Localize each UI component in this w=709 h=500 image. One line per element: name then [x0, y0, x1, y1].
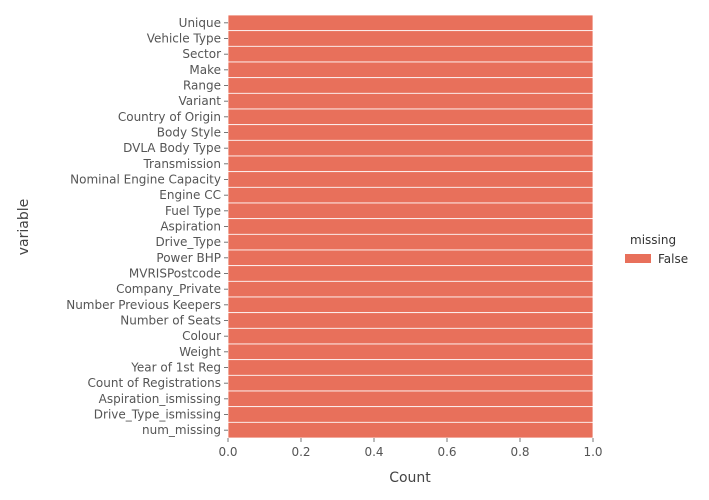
- bar: [227, 280, 594, 298]
- bar: [227, 186, 594, 204]
- y-tick-label: Company_Private: [116, 282, 221, 296]
- bar: [227, 312, 594, 329]
- legend-label: False: [658, 252, 688, 266]
- bar: [227, 124, 594, 141]
- legend-title: missing: [630, 233, 676, 247]
- x-tick-label: 0.2: [291, 445, 310, 459]
- x-tick-label: 0.4: [364, 445, 383, 459]
- x-tick-label: 1.0: [583, 445, 602, 459]
- y-tick-label: Body Style: [157, 126, 221, 140]
- y-tick-label: Unique: [179, 16, 221, 30]
- bar: [227, 406, 594, 423]
- bar: [227, 108, 594, 126]
- bar: [227, 155, 594, 173]
- y-tick-label: Make: [189, 63, 221, 77]
- x-tick-label: 0.8: [510, 445, 529, 459]
- y-tick-label: Count of Registrations: [88, 376, 221, 390]
- bar: [227, 359, 594, 376]
- y-axis-label: variable: [16, 199, 32, 255]
- bar: [227, 77, 594, 94]
- bar: [227, 61, 594, 79]
- bar: [227, 218, 594, 235]
- y-tick-label: MVRISPostcode: [129, 267, 221, 281]
- bar: [227, 30, 594, 47]
- x-axis-label: Count: [389, 470, 431, 486]
- y-tick-label: Drive_Type: [155, 235, 221, 249]
- y-tick-label: Aspiration: [160, 220, 221, 234]
- bar: [227, 327, 594, 345]
- bar: [227, 14, 594, 32]
- y-tick-label: Number Previous Keepers: [66, 298, 221, 312]
- y-tick-label: Engine CC: [159, 188, 221, 202]
- bar: [227, 343, 594, 361]
- y-tick-label: Vehicle Type: [147, 32, 221, 46]
- y-tick-label: Fuel Type: [165, 204, 221, 218]
- y-tick-label: Range: [183, 79, 221, 93]
- y-tick-label: Sector: [182, 47, 221, 61]
- y-tick-label: Transmission: [142, 157, 221, 171]
- y-tick-label: num_missing: [142, 423, 221, 437]
- bar: [227, 92, 594, 110]
- bar: [227, 45, 594, 63]
- bar: [227, 249, 594, 267]
- y-tick-label: Colour: [182, 329, 221, 343]
- legend-swatch: [625, 254, 651, 263]
- bar: [227, 421, 594, 439]
- y-tick-label: Weight: [179, 345, 221, 359]
- legend: missing False: [625, 233, 688, 266]
- bar-group: [227, 14, 594, 439]
- y-tick-label: Variant: [178, 94, 221, 108]
- y-tick-label: Number of Seats: [120, 314, 221, 328]
- bar: [227, 390, 594, 408]
- bar: [227, 171, 594, 188]
- bar: [227, 296, 594, 314]
- x-tick-label: 0.6: [437, 445, 456, 459]
- x-tick-label: 0.0: [218, 445, 237, 459]
- bar: [227, 265, 594, 282]
- bar: [227, 202, 594, 220]
- bar: [227, 233, 594, 251]
- x-axis: 0.0 0.2 0.4 0.6 0.8 1.0: [218, 438, 603, 459]
- y-tick-label: Drive_Type_ismissing: [94, 408, 221, 422]
- y-tick-label: Power BHP: [156, 251, 221, 265]
- bar: [227, 374, 594, 392]
- y-tick-label: DVLA Body Type: [123, 141, 221, 155]
- y-tick-label: Country of Origin: [118, 110, 221, 124]
- y-tick-label: Aspiration_ismissing: [99, 392, 221, 406]
- bar: [227, 139, 594, 157]
- y-tick-label: Nominal Engine Capacity: [70, 173, 221, 187]
- y-tick-label: Year of 1st Reg: [130, 361, 221, 375]
